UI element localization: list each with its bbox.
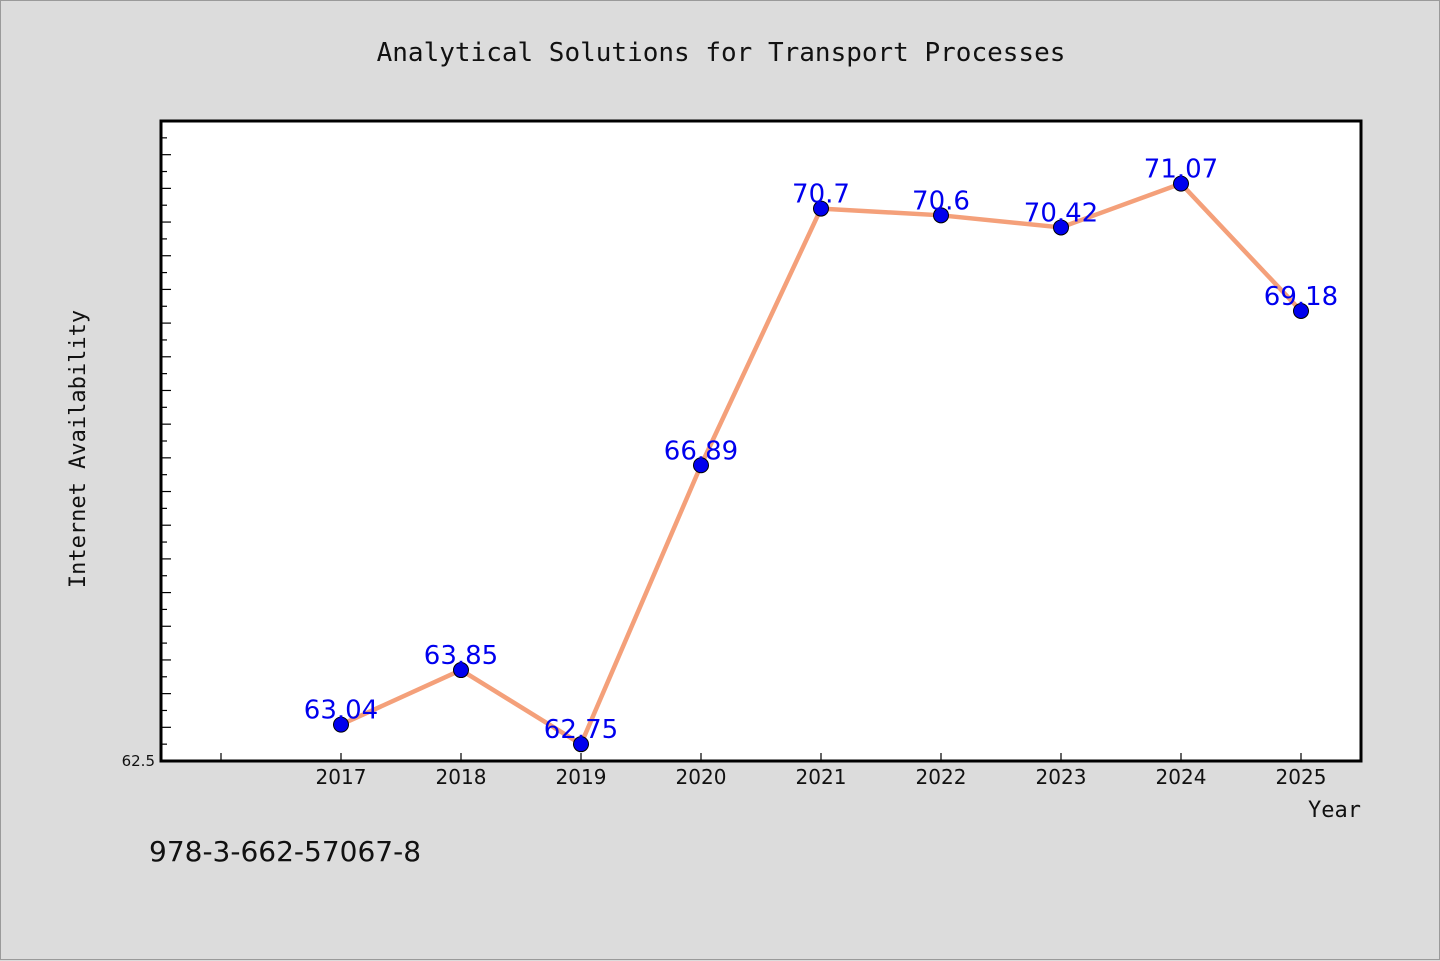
data-label: 71.07 bbox=[1144, 155, 1218, 185]
x-tick-label: 2025 bbox=[1276, 765, 1327, 789]
x-tick-label: 2024 bbox=[1156, 765, 1207, 789]
data-point-marker bbox=[813, 200, 829, 217]
series-group: 63.04 63.85 62.75 66.89 70.7 70.6 70.42 71.07 69… bbox=[304, 155, 1338, 753]
y-axis-ticks: 62.5 bbox=[122, 120, 171, 770]
x-tick-label: 2020 bbox=[676, 765, 727, 789]
data-label: 62.75 bbox=[544, 715, 618, 745]
x-axis-ticks: 2017 2018 2019 2020 2021 2022 2023 2024 2025 bbox=[220, 753, 1327, 789]
data-label: 66.89 bbox=[664, 436, 738, 466]
x-tick-label: 2017 bbox=[316, 765, 367, 789]
data-label: 70.42 bbox=[1024, 198, 1098, 228]
data-label: 63.04 bbox=[304, 696, 378, 726]
data-label: 70.6 bbox=[912, 186, 970, 216]
isbn-code: 978-3-662-57067-8 bbox=[149, 835, 422, 868]
y-axis-label: Internet Availability bbox=[66, 310, 91, 588]
data-point-marker bbox=[1173, 175, 1189, 192]
y-tick-label: 62.5 bbox=[122, 752, 155, 770]
x-tick-label: 2021 bbox=[796, 765, 847, 789]
data-point-marker bbox=[693, 457, 709, 474]
data-point-marker bbox=[1053, 219, 1069, 236]
x-tick-label: 2023 bbox=[1036, 765, 1087, 789]
x-tick-label: 2019 bbox=[556, 765, 607, 789]
data-label: 70.7 bbox=[792, 180, 850, 210]
data-point-marker bbox=[333, 716, 349, 733]
plot-area bbox=[159, 119, 1363, 763]
x-tick-label: 2022 bbox=[916, 765, 967, 789]
data-label: 63.85 bbox=[424, 641, 498, 671]
data-point-marker bbox=[573, 736, 589, 753]
data-label: 69.18 bbox=[1264, 282, 1338, 312]
data-point-marker bbox=[1293, 302, 1309, 319]
x-axis-label: Year bbox=[1308, 798, 1361, 823]
data-point-marker bbox=[453, 662, 469, 679]
chart-title: Analytical Solutions for Transport Proce… bbox=[377, 38, 1066, 68]
data-point-marker bbox=[933, 207, 949, 224]
x-tick-label: 2018 bbox=[436, 765, 487, 789]
